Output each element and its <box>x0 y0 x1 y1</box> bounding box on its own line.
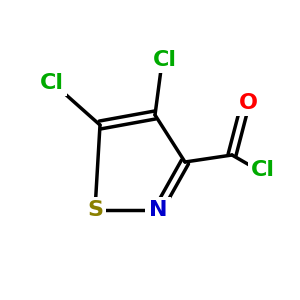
Text: O: O <box>238 93 257 113</box>
Text: Cl: Cl <box>40 73 64 93</box>
Text: Cl: Cl <box>251 160 275 180</box>
Text: S: S <box>87 200 103 220</box>
Text: Cl: Cl <box>153 50 177 70</box>
Text: N: N <box>149 200 167 220</box>
